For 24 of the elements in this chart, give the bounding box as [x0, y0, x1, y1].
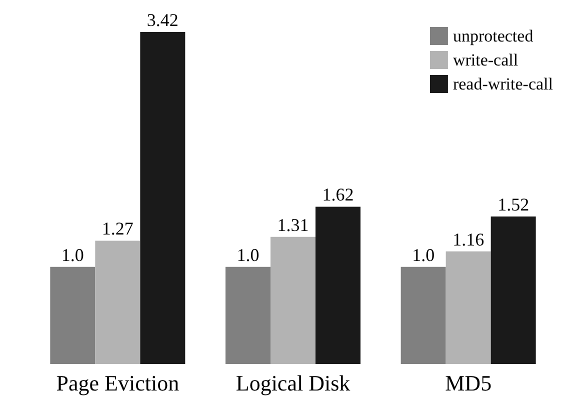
x-tick-label: MD5 [445, 370, 492, 396]
data-label: 1.27 [102, 218, 134, 239]
data-label: 1.0 [61, 244, 84, 265]
data-label: 1.0 [236, 244, 260, 265]
data-label: 1.62 [322, 184, 354, 205]
data-label: 3.42 [146, 10, 178, 30]
bar [270, 236, 316, 364]
bar [50, 266, 96, 364]
bar [140, 32, 186, 364]
bar [95, 240, 140, 364]
data-label: 1.52 [498, 194, 530, 214]
bar [400, 266, 446, 364]
bar [490, 216, 536, 364]
data-label: 1.31 [277, 214, 309, 235]
legend-label: unprotected [452, 26, 534, 46]
bar [225, 266, 270, 364]
x-tick-label: Page Eviction [56, 370, 180, 396]
bar [316, 206, 361, 364]
bar [446, 251, 491, 364]
legend-label: read-write-call [452, 74, 554, 94]
legend-label: write-call [452, 50, 518, 70]
data-label: 1.0 [412, 244, 435, 265]
x-tick-label: Logical Disk [236, 370, 350, 396]
data-label: 1.16 [452, 229, 484, 250]
